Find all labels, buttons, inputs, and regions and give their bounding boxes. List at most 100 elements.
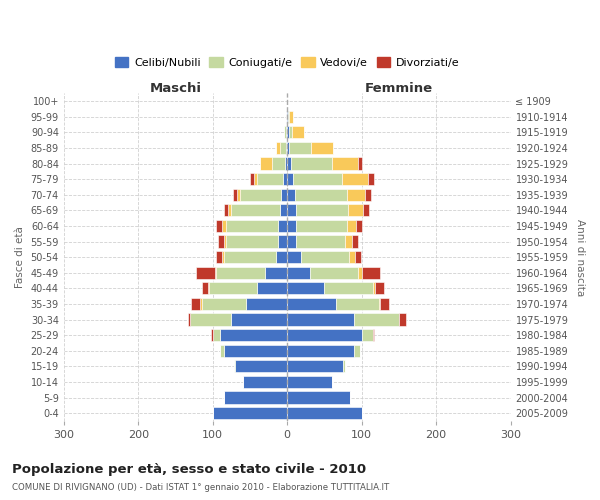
Bar — [257, 173, 283, 185]
Bar — [278, 236, 287, 248]
Bar — [287, 188, 295, 201]
Bar — [285, 158, 287, 170]
Bar — [358, 158, 362, 170]
Bar — [265, 266, 287, 279]
Bar — [191, 298, 200, 310]
Bar — [215, 266, 217, 279]
Bar — [310, 266, 358, 279]
Bar — [375, 282, 384, 294]
Bar — [246, 298, 287, 310]
Bar — [373, 329, 374, 341]
Bar — [311, 142, 334, 154]
Bar — [226, 236, 278, 248]
Bar — [287, 392, 350, 404]
Bar — [276, 251, 287, 263]
Bar — [288, 110, 289, 123]
Bar — [347, 188, 365, 201]
Bar — [355, 251, 361, 263]
Bar — [332, 158, 358, 170]
Bar — [200, 298, 202, 310]
Bar — [373, 282, 375, 294]
Bar — [343, 360, 344, 372]
Bar — [217, 266, 265, 279]
Bar — [224, 392, 287, 404]
Bar — [280, 204, 287, 216]
Bar — [223, 220, 226, 232]
Bar — [209, 282, 257, 294]
Bar — [325, 282, 373, 294]
Bar — [286, 142, 287, 154]
Bar — [301, 251, 349, 263]
Bar — [363, 204, 369, 216]
Bar — [286, 126, 287, 138]
Bar — [233, 188, 236, 201]
Bar — [289, 110, 293, 123]
Bar — [224, 204, 227, 216]
Bar — [287, 220, 296, 232]
Bar — [226, 220, 278, 232]
Bar — [368, 173, 374, 185]
Bar — [287, 173, 293, 185]
Text: COMUNE DI RIVIGNANO (UD) - Dati ISTAT 1° gennaio 2010 - Elaborazione TUTTITALIA.: COMUNE DI RIVIGNANO (UD) - Dati ISTAT 1°… — [12, 484, 389, 492]
Bar — [213, 407, 287, 420]
Bar — [287, 329, 362, 341]
Bar — [202, 282, 208, 294]
Bar — [362, 329, 373, 341]
Bar — [211, 329, 213, 341]
Bar — [287, 344, 354, 357]
Bar — [287, 407, 362, 420]
Bar — [289, 126, 292, 138]
Bar — [188, 314, 190, 326]
Bar — [281, 188, 287, 201]
Bar — [213, 329, 220, 341]
Bar — [218, 236, 224, 248]
Bar — [293, 173, 341, 185]
Bar — [287, 142, 289, 154]
Text: Maschi: Maschi — [149, 82, 202, 95]
Bar — [220, 344, 224, 357]
Bar — [335, 298, 379, 310]
Bar — [289, 142, 311, 154]
Bar — [291, 158, 332, 170]
Bar — [365, 188, 371, 201]
Bar — [296, 220, 347, 232]
Bar — [224, 251, 276, 263]
Bar — [224, 344, 287, 357]
Bar — [278, 220, 287, 232]
Bar — [227, 204, 232, 216]
Bar — [190, 314, 232, 326]
Bar — [399, 314, 406, 326]
Bar — [287, 126, 289, 138]
Bar — [232, 314, 287, 326]
Text: Femmine: Femmine — [365, 82, 433, 95]
Bar — [235, 360, 287, 372]
Bar — [272, 158, 285, 170]
Bar — [284, 126, 286, 138]
Bar — [356, 220, 362, 232]
Bar — [380, 298, 389, 310]
Bar — [344, 236, 352, 248]
Bar — [292, 126, 304, 138]
Bar — [348, 204, 363, 216]
Bar — [202, 298, 246, 310]
Bar — [362, 266, 380, 279]
Bar — [236, 188, 240, 201]
Y-axis label: Fasce di età: Fasce di età — [15, 226, 25, 288]
Bar — [233, 360, 235, 372]
Bar — [232, 204, 280, 216]
Bar — [287, 204, 296, 216]
Bar — [295, 188, 347, 201]
Bar — [217, 220, 223, 232]
Bar — [217, 251, 223, 263]
Bar — [250, 173, 254, 185]
Bar — [287, 282, 325, 294]
Bar — [276, 142, 280, 154]
Bar — [347, 220, 356, 232]
Text: Popolazione per età, sesso e stato civile - 2010: Popolazione per età, sesso e stato civil… — [12, 462, 366, 475]
Bar — [240, 188, 281, 201]
Bar — [352, 236, 358, 248]
Bar — [287, 360, 343, 372]
Bar — [287, 110, 288, 123]
Bar — [220, 329, 287, 341]
Bar — [341, 173, 368, 185]
